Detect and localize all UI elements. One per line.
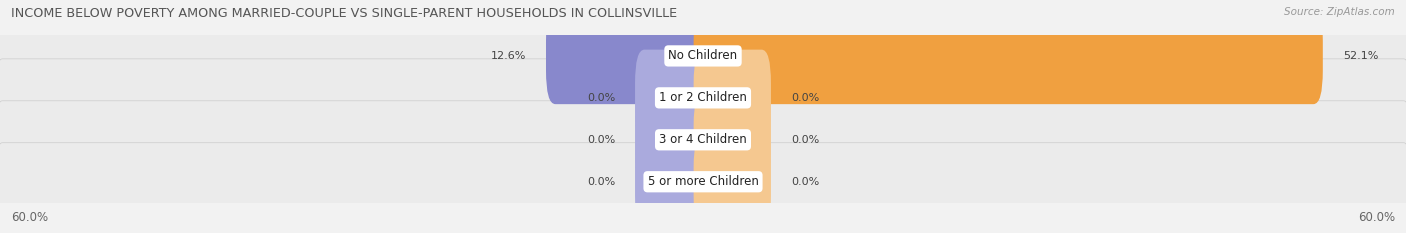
FancyBboxPatch shape (693, 92, 770, 188)
FancyBboxPatch shape (546, 8, 713, 104)
FancyBboxPatch shape (0, 101, 1406, 179)
Text: 0.0%: 0.0% (790, 93, 820, 103)
Text: 52.1%: 52.1% (1343, 51, 1378, 61)
Text: 5 or more Children: 5 or more Children (648, 175, 758, 188)
Text: 0.0%: 0.0% (586, 135, 616, 145)
FancyBboxPatch shape (636, 92, 713, 188)
Text: 60.0%: 60.0% (11, 211, 48, 224)
Text: Source: ZipAtlas.com: Source: ZipAtlas.com (1284, 7, 1395, 17)
Text: 0.0%: 0.0% (586, 93, 616, 103)
Text: INCOME BELOW POVERTY AMONG MARRIED-COUPLE VS SINGLE-PARENT HOUSEHOLDS IN COLLINS: INCOME BELOW POVERTY AMONG MARRIED-COUPL… (11, 7, 678, 20)
Text: 1 or 2 Children: 1 or 2 Children (659, 91, 747, 104)
FancyBboxPatch shape (636, 134, 713, 230)
FancyBboxPatch shape (693, 50, 770, 146)
Text: 0.0%: 0.0% (586, 177, 616, 187)
FancyBboxPatch shape (636, 50, 713, 146)
FancyBboxPatch shape (693, 134, 770, 230)
FancyBboxPatch shape (0, 143, 1406, 221)
FancyBboxPatch shape (693, 8, 1323, 104)
FancyBboxPatch shape (0, 59, 1406, 137)
Text: 0.0%: 0.0% (790, 177, 820, 187)
Text: 60.0%: 60.0% (1358, 211, 1395, 224)
Text: 3 or 4 Children: 3 or 4 Children (659, 133, 747, 146)
Text: No Children: No Children (668, 49, 738, 62)
Text: 0.0%: 0.0% (790, 135, 820, 145)
FancyBboxPatch shape (0, 17, 1406, 95)
Text: 12.6%: 12.6% (491, 51, 526, 61)
